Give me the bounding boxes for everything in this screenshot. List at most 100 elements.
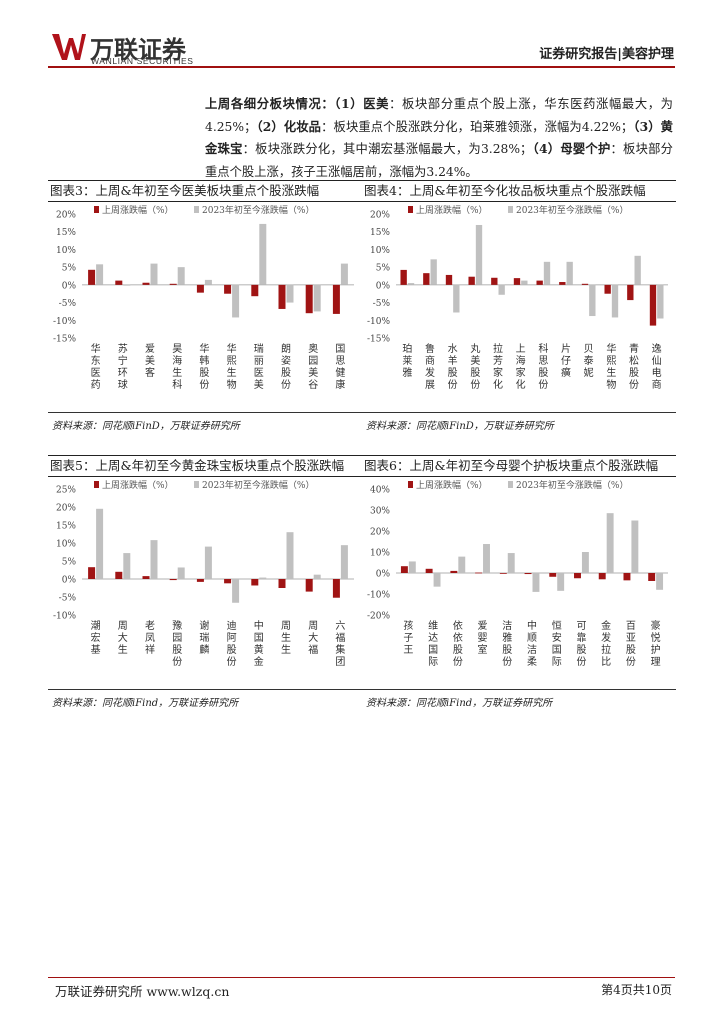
chart-legend: 上周涨跌幅（%） 2023年初至今涨跌幅（%） <box>94 479 314 491</box>
x-tick-label: 谢瑞麟 <box>199 619 209 656</box>
y-tick-label: -15% <box>367 335 390 345</box>
bar-ytd <box>611 284 619 318</box>
bar-ytd <box>634 255 641 285</box>
x-tick-label: 水羊股份 <box>448 343 458 391</box>
x-tick-label: 金发拉比 <box>601 619 611 668</box>
logo-text-en: WANLIAN SECURITIES <box>91 56 194 66</box>
bar-ytd <box>557 573 565 591</box>
bar-ytd <box>656 573 664 590</box>
bar-ytd <box>286 284 294 303</box>
x-tick-label: 洁雅股份 <box>502 619 512 668</box>
bar-week <box>305 284 313 314</box>
bar-ytd <box>313 284 321 312</box>
bar-ytd <box>96 264 104 285</box>
bar-ytd <box>150 540 158 579</box>
bar-week <box>251 579 259 586</box>
bar-ytd <box>313 574 321 579</box>
y-tick-label: 5% <box>62 264 77 274</box>
summary-paragraph: 上周各细分板块情况：（1）医美：板块部分重点个股上涨，华东医药涨幅最大，为4.2… <box>205 93 673 183</box>
chart-box-4: 图表4：上周&年初至今化妆品板块重点个股涨跌幅 20% 15% 10% 5% 0% -5%… <box>362 180 676 434</box>
bar-week <box>649 284 657 326</box>
x-tick-label: 苏宁环球 <box>118 342 128 391</box>
x-tick-label: 依依股份 <box>453 619 463 668</box>
chart-title: 图表6：上周&年初至今母婴个护板块重点个股涨跌幅 <box>362 455 676 477</box>
legend-label: 上周涨跌幅（%） <box>416 479 488 491</box>
y-tick-label: -5% <box>59 299 77 309</box>
bar-week <box>499 573 507 574</box>
x-tick-label: 华韩股份 <box>199 342 209 391</box>
bar-ytd <box>507 553 515 573</box>
x-tick-label: 六福集团 <box>335 620 345 668</box>
bar-week <box>115 280 123 285</box>
legend-label: 2023年初至今涨跌幅（%） <box>516 204 628 216</box>
chart-source: 资料来源：同花顺iFind，万联证券研究所 <box>362 689 676 709</box>
bar-ytd <box>340 545 348 579</box>
chart-box-5: 图表5：上周&年初至今黄金珠宝板块重点个股涨跌幅 25% 20% 15% 10% 5% 0… <box>48 455 362 713</box>
bar-ytd <box>204 279 212 285</box>
x-tick-label: 豫园股份 <box>172 619 182 668</box>
y-tick-label: 25% <box>56 486 76 496</box>
bar-week <box>475 572 483 574</box>
x-tick-label: 周大福 <box>308 620 318 656</box>
bar-week <box>196 284 204 293</box>
para-s1-label: （1）医美 <box>334 96 390 111</box>
y-tick-label: -10% <box>367 591 390 601</box>
bar-ytd <box>498 284 505 295</box>
legend-label: 上周涨跌幅（%） <box>102 479 174 491</box>
legend-swatch <box>508 481 513 488</box>
para-s3-label: （3）黄金珠宝 <box>205 118 673 157</box>
x-tick-label: 华熙生物 <box>227 342 237 391</box>
y-tick-label: -10% <box>367 317 390 327</box>
bar-week <box>142 282 150 285</box>
chart-title: 图表5：上周&年初至今黄金珠宝板块重点个股涨跌幅 <box>48 455 362 477</box>
bar-week <box>169 579 177 581</box>
y-tick-label: 10% <box>56 540 76 550</box>
x-tick-label: 拉芳家化 <box>493 342 503 391</box>
y-tick-label: -20% <box>367 612 390 622</box>
bar-ytd <box>606 513 614 573</box>
bar-ytd <box>150 263 158 285</box>
bar-ytd <box>458 556 466 573</box>
y-tick-label: -5% <box>59 594 77 604</box>
chart-source: 资料来源：同花顺iFinD，万联证券研究所 <box>48 412 362 432</box>
bar-week <box>400 269 407 285</box>
y-tick-label: 10% <box>56 246 76 256</box>
x-tick-label: 华东医药 <box>91 342 101 391</box>
bar-ytd <box>259 223 267 285</box>
legend-label: 2023年初至今涨跌幅（%） <box>202 204 314 216</box>
bar-ytd <box>177 267 185 285</box>
bar-week <box>623 573 631 581</box>
x-tick-label: 青松股份 <box>629 342 639 391</box>
bar-ytd <box>177 567 185 579</box>
bar-week <box>400 566 408 573</box>
y-tick-label: 5% <box>62 558 77 568</box>
y-tick-label: 30% <box>370 507 390 517</box>
x-tick-label: 片仔癀 <box>561 342 571 379</box>
chart-legend: 上周涨跌幅（%） 2023年初至今涨跌幅（%） <box>94 204 314 216</box>
y-tick-label: 15% <box>370 228 390 238</box>
bar-week <box>513 278 521 285</box>
bar-week <box>169 283 177 285</box>
bar-week <box>549 573 557 577</box>
bar-week <box>142 576 150 579</box>
chart-legend: 上周涨跌幅（%） 2023年初至今涨跌幅（%） <box>408 479 628 491</box>
company-logo: 万联证券 WANLIAN SECURITIES <box>52 32 232 66</box>
chart-legend: 上周涨跌幅（%） 2023年初至今涨跌幅（%） <box>408 204 628 216</box>
para-s3-text: ：板块涨跌分化，其中潮宏基涨幅最大，为3.28%； <box>242 142 533 156</box>
x-tick-label: 豪悦护理 <box>651 619 661 668</box>
bar-week <box>88 567 96 579</box>
x-tick-label: 鲁商发展 <box>425 342 435 391</box>
chart-source: 资料来源：同花顺iFind，万联证券研究所 <box>48 689 362 709</box>
bar-ytd <box>657 284 664 319</box>
x-tick-label: 珀莱雅 <box>402 342 412 379</box>
legend-label: 上周涨跌幅（%） <box>416 204 488 216</box>
y-tick-label: 15% <box>56 522 76 532</box>
para-s4-text: ：板块部分重点个股上涨，孩子王涨幅居前，涨幅为3.24%。 <box>205 142 673 179</box>
y-tick-label: -5% <box>373 299 391 309</box>
legend-swatch <box>508 206 513 213</box>
x-tick-label: 爱婴室 <box>478 619 488 656</box>
bar-ytd <box>408 561 416 573</box>
legend-label: 2023年初至今涨跌幅（%） <box>202 479 314 491</box>
x-tick-label: 孩子王 <box>403 619 413 656</box>
bar-week <box>604 284 611 294</box>
